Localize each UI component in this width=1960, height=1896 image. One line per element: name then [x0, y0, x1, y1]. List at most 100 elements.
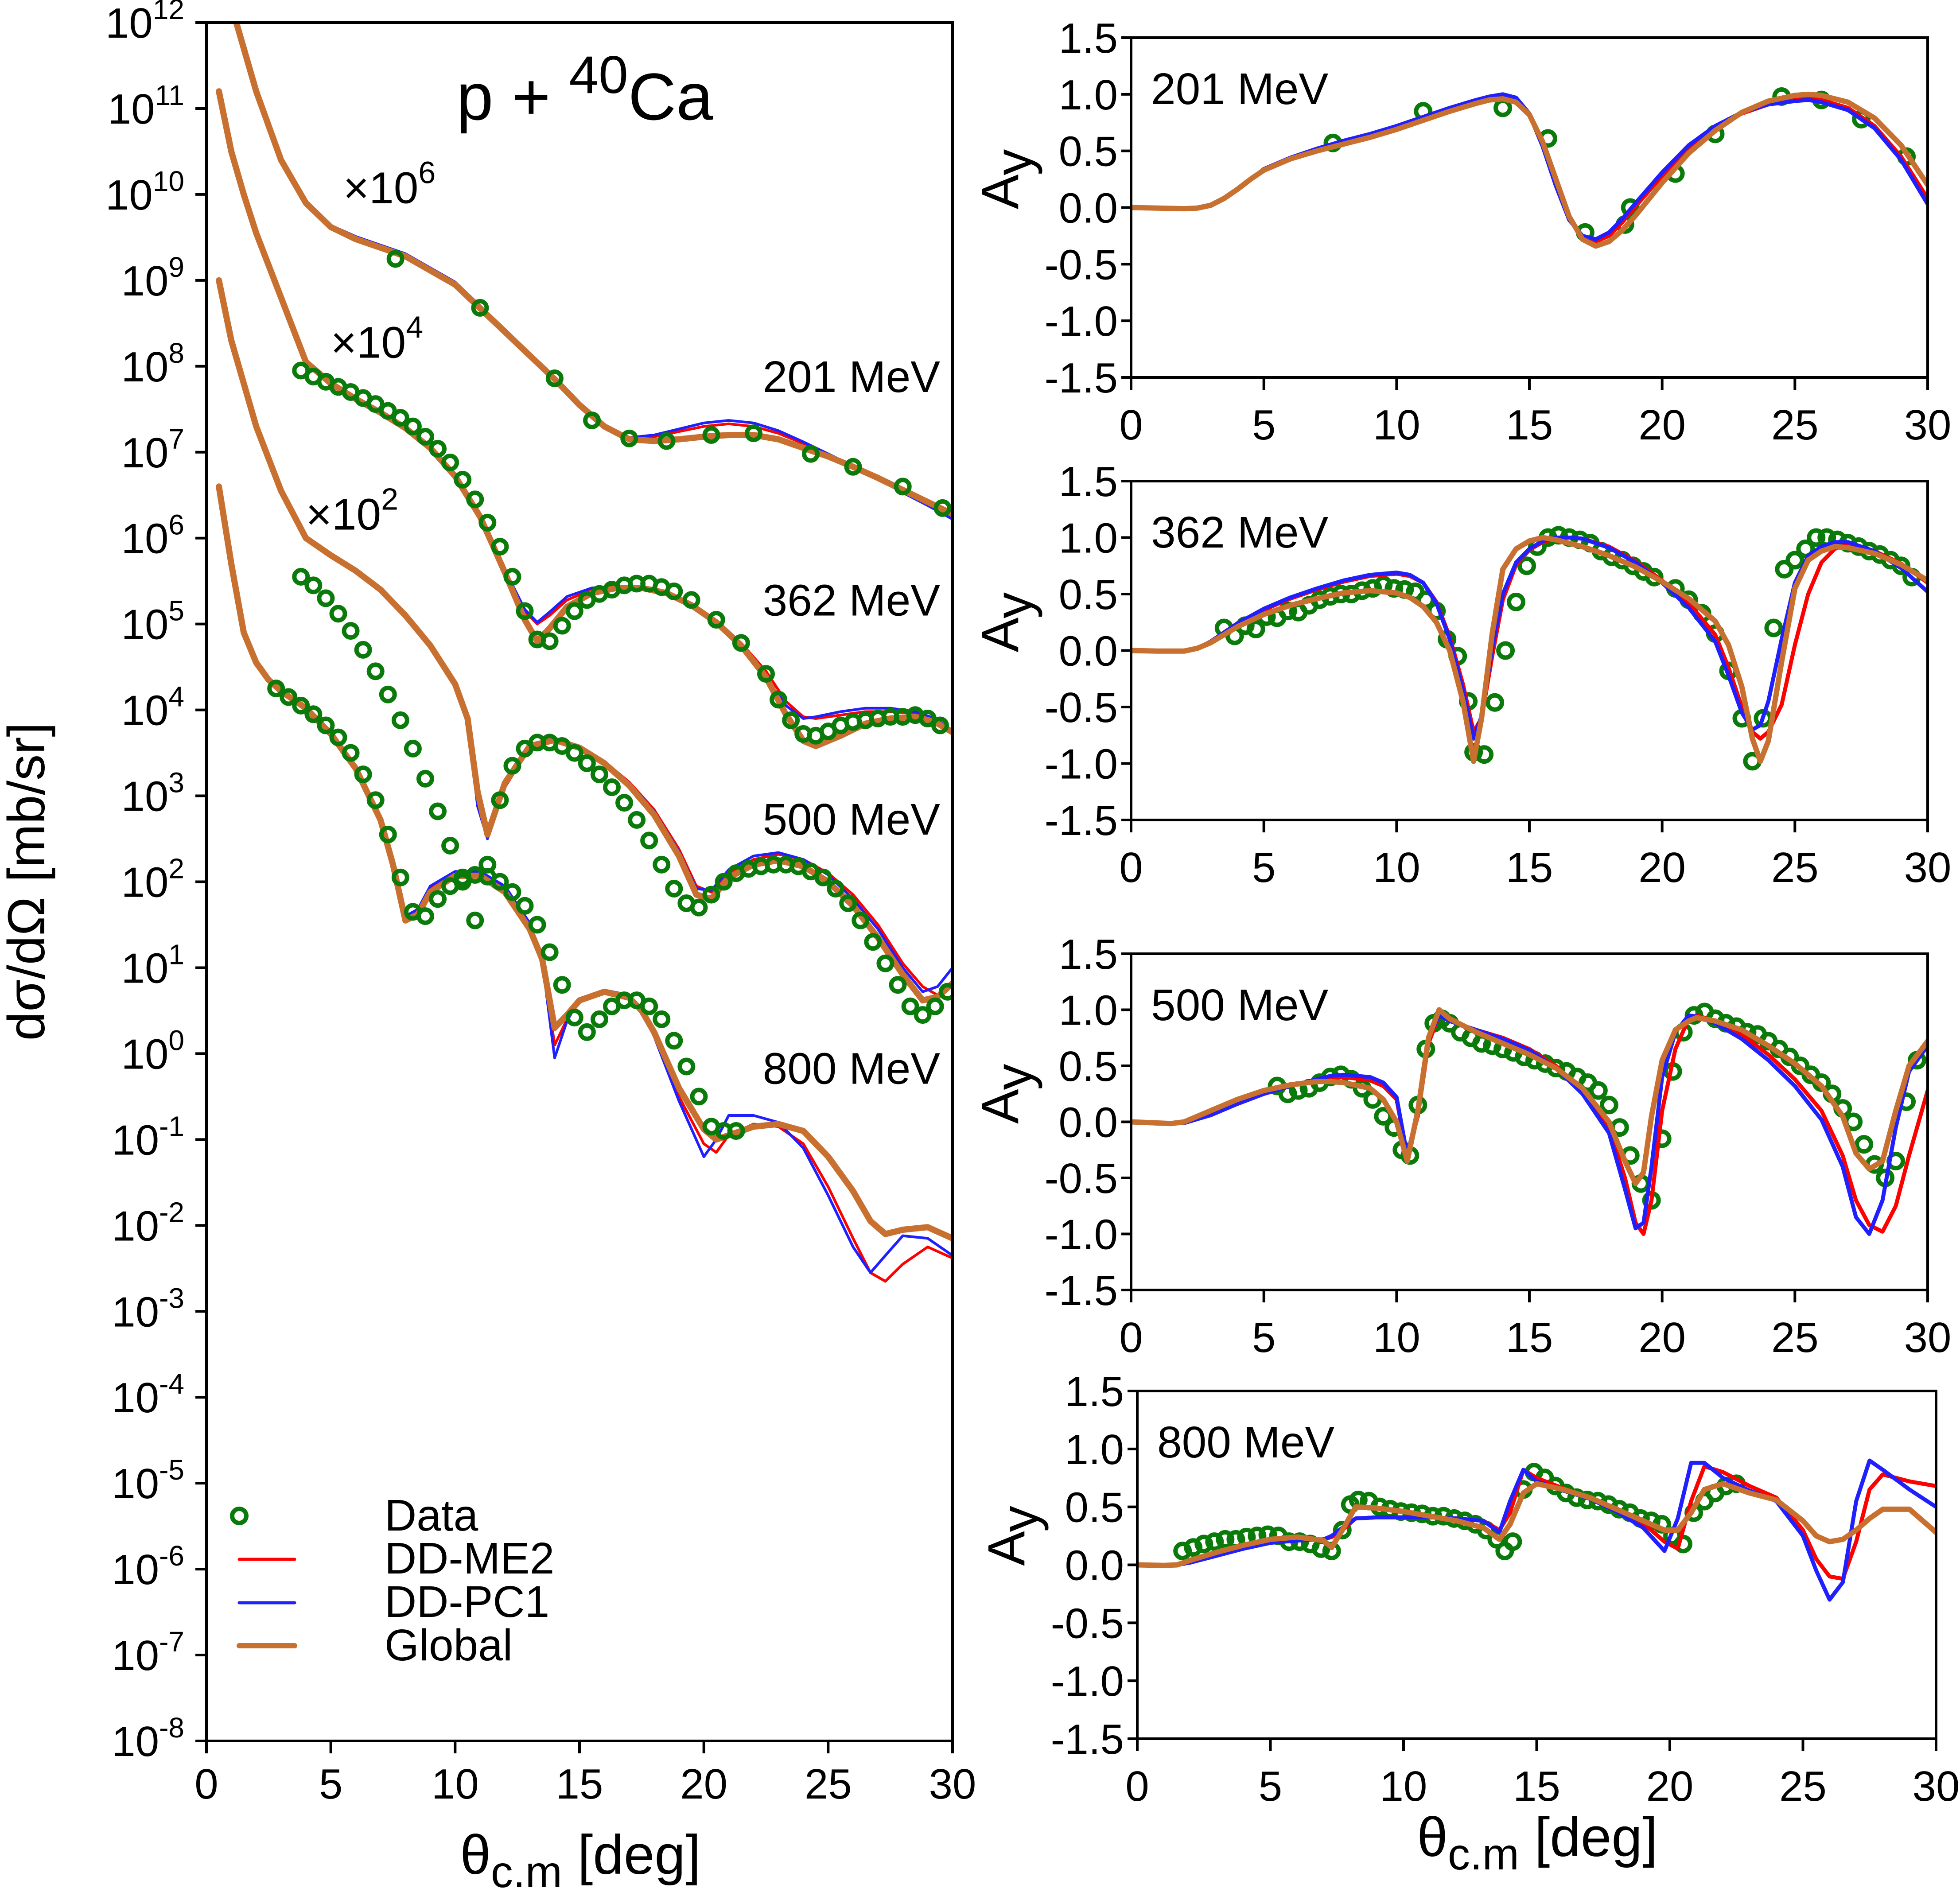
- ay-data-point-500-mev: [1791, 1057, 1810, 1075]
- data-point-500-mev: [553, 737, 571, 755]
- data-point-500-mev: [852, 911, 870, 929]
- y-tick-label: 1010: [105, 165, 184, 219]
- data-point-800-mev: [553, 976, 571, 994]
- data-point-500-mev: [354, 641, 372, 659]
- data-point-362-mev: [416, 427, 434, 446]
- data-point-362-mev: [707, 610, 725, 629]
- ay-data-point-362-mev: [1764, 618, 1783, 637]
- data-point-362-mev: [429, 439, 447, 458]
- data-point-500-mev: [391, 711, 409, 729]
- cross-section-data-points: [267, 250, 953, 1140]
- ay-y-tick-label: 1.0: [1059, 71, 1118, 119]
- data-point-500-mev: [379, 685, 397, 703]
- ay-data-point-800-mev: [1194, 1535, 1213, 1554]
- data-point-362-mev: [478, 513, 497, 532]
- ay-data-point-362-mev: [1807, 528, 1826, 547]
- data-point-500-mev: [590, 765, 608, 784]
- scale-annotation: ×104: [331, 310, 424, 367]
- y-tick-label: 10-4: [112, 1368, 184, 1422]
- data-point-500-mev: [715, 873, 733, 891]
- ay-y-tick-label: 0.0: [1059, 185, 1118, 232]
- data-point-362-mev: [565, 602, 583, 620]
- ay-data-point-800-mev: [1205, 1532, 1224, 1551]
- data-point-362-mev: [391, 409, 409, 427]
- data-point-201-mev: [471, 299, 489, 317]
- ay-y-tick-label: 0.5: [1059, 571, 1118, 618]
- data-point-500-mev: [702, 886, 720, 904]
- ay-data-point-362-mev: [1517, 556, 1536, 575]
- data-point-500-mev: [329, 605, 347, 623]
- y-tick-label: 10-8: [112, 1712, 184, 1765]
- y-tick-label: 103: [121, 767, 184, 820]
- ay-x-tick-label: 15: [1506, 844, 1553, 891]
- ay-y-tick-label: 0.0: [1059, 628, 1118, 675]
- ay-x-tick-label: 30: [1904, 844, 1952, 891]
- energy-label: 201 MeV: [763, 352, 941, 402]
- ay-x-tick-label: 10: [1373, 401, 1420, 449]
- data-point-500-mev: [889, 976, 907, 994]
- ay-x-tick-label: 10: [1373, 844, 1420, 891]
- ay-curve-dd-me2-362-mev: [1131, 536, 1928, 741]
- data-point-800-mev: [503, 883, 521, 901]
- ay-data-point-500-mev: [1599, 1096, 1618, 1115]
- ay-x-tick-label: 25: [1771, 844, 1819, 891]
- y-tick-label: 1012: [105, 0, 184, 47]
- ay-y-tick-label: -1.5: [1045, 797, 1118, 844]
- ay-y-tick-label: -1.0: [1051, 1658, 1124, 1705]
- ay-y-tick-label: 1.0: [1065, 1426, 1124, 1473]
- data-point-362-mev: [553, 617, 571, 635]
- ay-data-point-362-mev: [1475, 745, 1494, 764]
- analyzing-power-panels: 1.51.00.50.0-0.5-1.0-1.50 5 10 15 20 25 30201 …: [971, 15, 1960, 1810]
- x-tick-label: 30: [929, 1760, 976, 1808]
- y-tick-label: 100: [121, 1024, 184, 1078]
- data-point-800-mev: [727, 1122, 745, 1140]
- ay-x-tick-label: 10: [1373, 1314, 1420, 1361]
- ay-x-tick-label: 25: [1771, 401, 1819, 449]
- ay-y-tick-label: 0.0: [1065, 1542, 1124, 1589]
- data-point-201-mev: [933, 499, 952, 517]
- data-point-500-mev: [814, 868, 832, 886]
- ay-x-tick-label: 0: [1119, 401, 1143, 449]
- y-tick-label: 10-3: [112, 1282, 184, 1336]
- ay-data-point-362-mev: [1507, 592, 1526, 611]
- ay-data-point-362-mev: [1645, 567, 1664, 587]
- data-point-800-mev: [317, 716, 335, 734]
- ay-y-tick-label: -1.5: [1045, 1267, 1118, 1314]
- ay-x-tick-label: 15: [1506, 1314, 1553, 1361]
- ay-x-tick-label: 30: [1904, 401, 1952, 449]
- data-point-800-mev: [653, 1010, 671, 1028]
- ay-y-tick-label: -0.5: [1045, 684, 1118, 731]
- ay-curve-dd-pc1-362-mev: [1131, 536, 1928, 741]
- data-point-500-mev: [366, 662, 385, 680]
- data-point-500-mev: [565, 744, 583, 762]
- legend: Data DD-ME2 DD-PC1 Global: [230, 1491, 554, 1670]
- data-point-500-mev: [342, 622, 360, 640]
- data-point-500-mev: [578, 754, 596, 772]
- data-point-500-mev: [653, 855, 671, 874]
- y-tick-label: 1011: [108, 79, 184, 133]
- y-tick-label: 109: [121, 251, 184, 305]
- ay-panel-label: 362 MeV: [1151, 508, 1329, 557]
- y-tick-label: 10-2: [112, 1196, 184, 1250]
- ay-data-point-362-mev: [1796, 540, 1815, 558]
- data-point-362-mev: [757, 665, 775, 683]
- y-tick-label: 10-6: [112, 1540, 184, 1593]
- cross-section-x-ticks: 0 5 10 15 20 25 30: [194, 1741, 976, 1808]
- ay-y-tick-label: 0.5: [1059, 1043, 1118, 1090]
- ay-x-tick-label: 30: [1904, 1314, 1952, 1361]
- cross-section-y-ticks: 1012 1011 1010 109 108 107 106 105 104 103 102 101 1…: [105, 0, 206, 1765]
- legend-item-global: Global: [237, 1620, 513, 1670]
- data-point-362-mev: [366, 395, 385, 413]
- energy-label: 362 MeV: [763, 575, 941, 625]
- ay-curves-362-mev: [1131, 526, 1928, 771]
- data-point-500-mev: [416, 769, 434, 788]
- data-point-500-mev: [491, 791, 509, 809]
- ay-x-tick-label: 25: [1779, 1763, 1827, 1810]
- data-point-500-mev: [914, 1006, 932, 1024]
- ay-y-axis-title: Ay: [971, 592, 1043, 653]
- data-point-800-mev: [267, 680, 285, 698]
- ay-data-point-362-mev: [1384, 579, 1404, 598]
- data-point-201-mev: [702, 426, 720, 444]
- energy-labels: 201 MeV 362 MeV 500 MeV 800 MeV: [763, 352, 941, 1093]
- legend-item-data: Data: [230, 1491, 478, 1540]
